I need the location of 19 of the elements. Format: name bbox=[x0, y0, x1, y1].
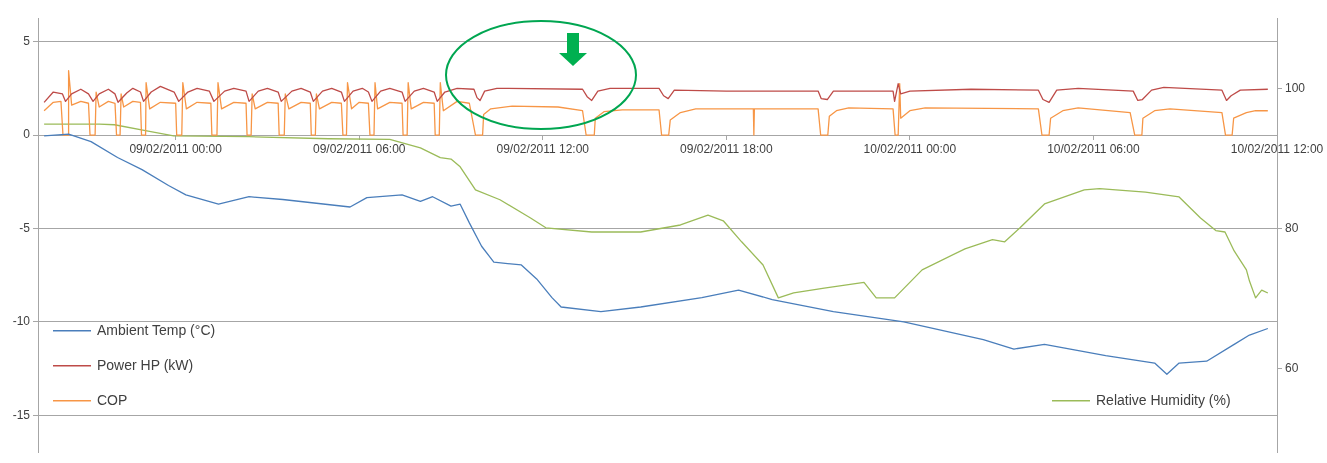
x-tick-label: 09/02/2011 12:00 bbox=[496, 141, 590, 156]
y2-tick-label: 100 bbox=[1285, 80, 1306, 95]
y-tick-label: -15 bbox=[12, 407, 31, 422]
x-tick-label: 10/02/2011 06:00 bbox=[1047, 141, 1141, 156]
x-tick-label: 09/02/2011 00:00 bbox=[129, 141, 223, 156]
x-tick-label: 09/02/2011 18:00 bbox=[680, 141, 773, 156]
x-tick-label: 09/02/2011 06:00 bbox=[312, 141, 406, 156]
legend-label: Ambient Temp (°C) bbox=[97, 321, 216, 338]
y-tick-label: -10 bbox=[12, 314, 31, 329]
legend-label: Relative Humidity (%) bbox=[1096, 391, 1231, 408]
y-tick-label: -5 bbox=[19, 220, 31, 235]
y2-tick-label: 60 bbox=[1285, 361, 1299, 375]
legend-label: Power HP (kW) bbox=[97, 356, 194, 373]
legend-label: COP bbox=[97, 391, 128, 408]
y-tick-label: 5 bbox=[23, 33, 31, 48]
y2-tick-label: 80 bbox=[1285, 220, 1299, 235]
x-tick-label: 10/02/2011 00:00 bbox=[863, 141, 957, 156]
x-tick-label: 10/02/2011 12:00 bbox=[1230, 141, 1324, 156]
y-tick-label: 0 bbox=[23, 127, 31, 142]
